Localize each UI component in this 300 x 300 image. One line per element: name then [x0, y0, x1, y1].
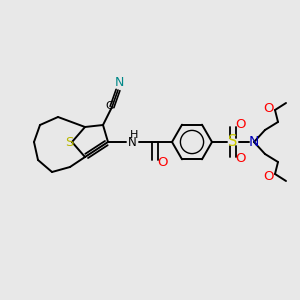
Text: O: O	[236, 118, 246, 131]
Text: N: N	[128, 136, 136, 149]
Text: S: S	[228, 134, 238, 149]
Text: N: N	[114, 76, 124, 88]
Text: N: N	[249, 135, 259, 149]
Text: O: O	[264, 101, 274, 115]
Text: C: C	[105, 101, 113, 111]
Text: H: H	[130, 130, 138, 140]
Text: O: O	[236, 152, 246, 166]
Text: O: O	[264, 169, 274, 182]
Text: O: O	[158, 157, 168, 169]
Text: S: S	[65, 136, 73, 148]
